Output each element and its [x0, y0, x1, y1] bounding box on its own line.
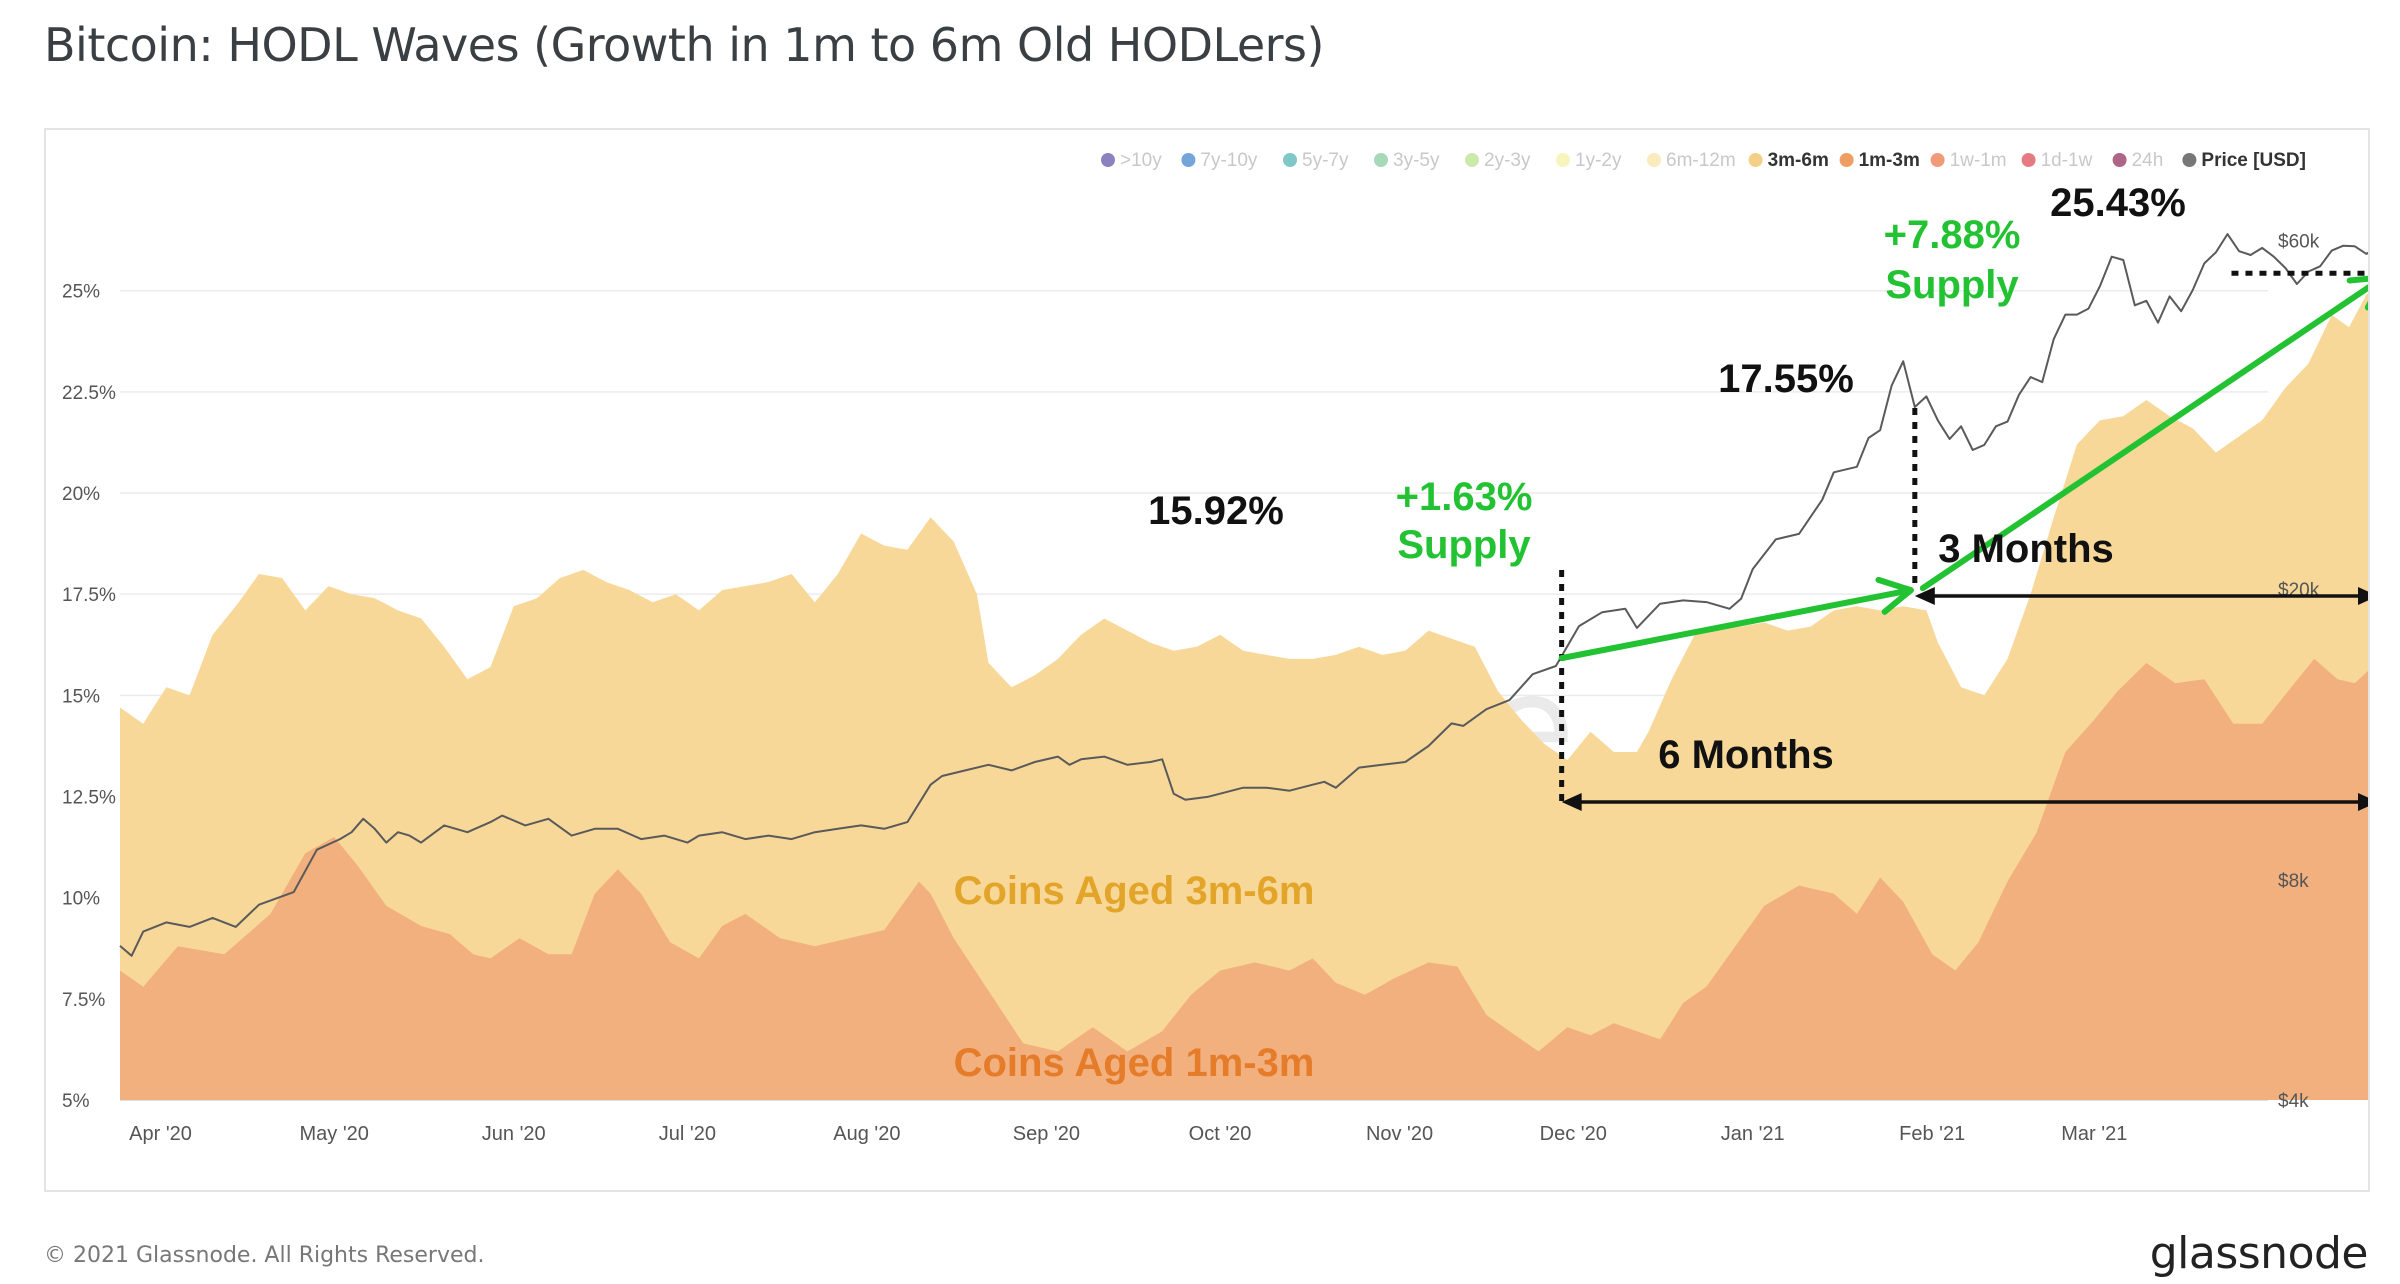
legend-label: 6m-12m [1666, 150, 1736, 171]
y-left-tick-label: 10% [62, 889, 100, 910]
growth-1-label-line2: Supply [1397, 523, 1531, 567]
y-left-tick-label: 25% [62, 282, 100, 303]
x-tick-label: Jan '21 [1721, 1123, 1785, 1145]
y-left-tick-label: 12.5% [62, 788, 116, 809]
area-bands [120, 293, 2368, 1100]
legend-dot [1556, 153, 1570, 167]
legend-dot [1930, 153, 1945, 167]
x-tick-label: Nov '20 [1366, 1123, 1433, 1145]
growth-arrow-2 [1919, 275, 2368, 592]
legend-label: Price [USD] [2201, 150, 2306, 171]
y-left-tick-label: 22.5% [62, 383, 116, 404]
legend-label: 1w-1m [1950, 150, 2007, 171]
y-axis-left: 5% 7.5% 10% 12.5% 15% 17.5% 20% 22.5% 25% [62, 282, 116, 1112]
oct-value-label: 15.92% [1148, 489, 1284, 533]
x-tick-label: Oct '20 [1189, 1123, 1252, 1145]
legend-dot [1181, 153, 1196, 167]
x-tick-label: Feb '21 [1899, 1123, 1965, 1145]
band-label-1m-3m: Coins Aged 1m-3m [954, 1041, 1315, 1085]
y-right-tick-label: $4k [2278, 1091, 2309, 1112]
growth-arrow-2-head [2346, 275, 2368, 311]
x-tick-label: Mar '21 [2061, 1123, 2127, 1145]
x-tick-label: Aug '20 [833, 1123, 900, 1145]
area-1m-3m [120, 658, 2368, 1100]
y-left-tick-label: 7.5% [62, 990, 105, 1011]
y-right-tick-label: $20k [2278, 580, 2320, 601]
legend-label: 1m-3m [1859, 150, 1920, 171]
y-right-tick-label: $60k [2278, 231, 2320, 252]
legend-label: 3y-5y [1393, 150, 1440, 171]
jan-value-label: 17.55% [1718, 357, 1854, 401]
growth-arrow-2-shaft [1919, 284, 2368, 592]
growth-arrow-1-head [1875, 576, 1914, 615]
y-right-tick-label: $8k [2278, 871, 2309, 892]
y-left-tick-label: 20% [62, 484, 100, 505]
legend-dot [2112, 153, 2127, 167]
span-3m-label: 3 Months [1938, 527, 2114, 571]
annotations: 15.92%17.55%25.43%+1.63%Supply+7.88%Supp… [1148, 181, 2368, 811]
legend-label: 1y-2y [1575, 150, 1622, 171]
legend-dot [1839, 153, 1854, 167]
legend-label: 7y-10y [1200, 150, 1258, 171]
page-title: Bitcoin: HODL Waves (Growth in 1m to 6m … [44, 18, 1324, 72]
legend-label: 24h [2132, 150, 2164, 171]
growth-arrow-1-shaft [1558, 587, 1914, 662]
legend: Price [USD] 24h 1d-1w 1w-1m 1m-3m 3m-6m 6m-12m… [1101, 150, 2306, 171]
growth-2-label-line1: +7.88% [1884, 213, 2021, 257]
x-tick-label: Apr '20 [129, 1123, 192, 1145]
mar-value-label: 25.43% [2050, 181, 2186, 225]
band-labels: Coins Aged 3m-6m Coins Aged 1m-3m [954, 869, 1315, 1085]
legend-dot [2021, 153, 2036, 167]
span-3m-arrow [1914, 587, 2368, 605]
band-label-3m-6m: Coins Aged 3m-6m [954, 869, 1315, 913]
x-tick-label: May '20 [300, 1123, 369, 1145]
legend-dot [1465, 153, 1479, 167]
span-6m-label: 6 Months [1658, 733, 1834, 777]
y-left-tick-label: 17.5% [62, 585, 116, 606]
x-tick-label: Dec '20 [1540, 1123, 1607, 1145]
hodl-waves-chart: glassnode 5%7.5%10%12.5%15%17.5%20%22.5%… [62, 150, 2368, 1145]
legend-dot [1374, 153, 1388, 167]
x-axis: Apr '20 May '20 Jun '20 Jul '20 Aug '20 Sep '… [129, 1123, 2127, 1145]
legend-dot [1748, 153, 1763, 167]
y-left-tick-label: 15% [62, 686, 100, 707]
span-3m-arrow-head-right [2358, 587, 2368, 605]
legend-dot [2182, 153, 2197, 167]
legend-label: >10y [1120, 150, 1162, 171]
legend-dot [1283, 153, 1297, 167]
growth-2-label-line2: Supply [1885, 263, 2019, 307]
glassnode-logo[interactable]: glassnode [2149, 1228, 2369, 1279]
price-line-group [119, 233, 2368, 957]
span-6m-arrow-head-left [1561, 793, 1582, 811]
chart-container: glassnode 5%7.5%10%12.5%15%17.5%20%22.5%… [44, 128, 2370, 1192]
legend-dot [1647, 153, 1661, 167]
x-tick-label: Sep '20 [1013, 1123, 1080, 1145]
growth-arrow-1 [1558, 576, 1914, 662]
y-left-tick-label: 5% [62, 1091, 90, 1112]
legend-label: 3m-6m [1768, 150, 1829, 171]
span-3m-arrow-head-left [1914, 587, 1935, 605]
legend-dot [1101, 153, 1115, 167]
span-6m-arrow-head-right [2358, 793, 2368, 811]
legend-label: 5y-7y [1302, 150, 1349, 171]
x-tick-label: Jun '20 [482, 1123, 546, 1145]
x-tick-label: Jul '20 [659, 1123, 716, 1145]
price-line [119, 233, 2368, 957]
legend-label: 1d-1w [2041, 150, 2093, 171]
legend-label: 2y-3y [1484, 150, 1531, 171]
copyright-text: © 2021 Glassnode. All Rights Reserved. [44, 1243, 485, 1268]
growth-1-label-line1: +1.63% [1396, 475, 1533, 519]
span-6m-arrow [1561, 793, 2368, 811]
